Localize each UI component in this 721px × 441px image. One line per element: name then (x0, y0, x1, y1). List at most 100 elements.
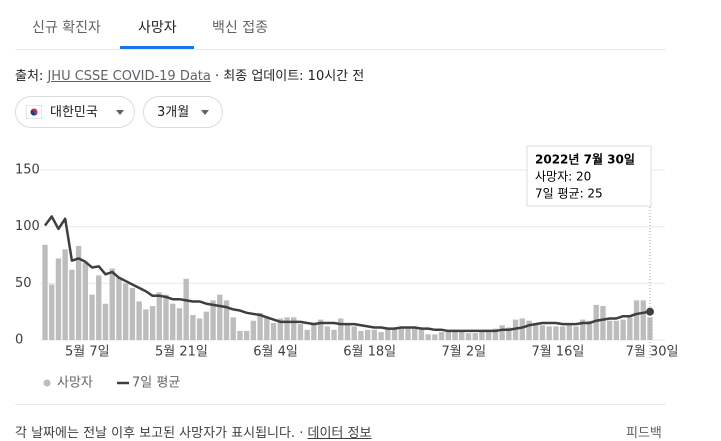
hover-dot (646, 307, 654, 316)
bar (190, 315, 196, 340)
bar (82, 262, 89, 340)
bar (573, 326, 579, 340)
bar (291, 317, 297, 340)
bar (136, 301, 142, 340)
data-info-link[interactable]: 데이터 정보 (307, 426, 372, 441)
legend-label: 사망자 (57, 376, 93, 391)
region-dropdown[interactable]: 대한민국 (15, 96, 135, 128)
bar (237, 330, 243, 340)
bar (546, 326, 552, 340)
bar (243, 330, 250, 340)
bar (55, 258, 62, 340)
bar (264, 317, 270, 340)
bar (304, 329, 310, 340)
bar (270, 323, 277, 340)
bar (284, 317, 290, 340)
bar (324, 326, 331, 340)
bar (42, 244, 48, 340)
bar (143, 309, 149, 340)
bar (351, 326, 357, 340)
bar (391, 328, 398, 340)
source-updated: · 최종 업데이트: 10시간 전 (215, 69, 365, 84)
x-tick-label: 7월 2일 (441, 345, 486, 360)
bar (499, 325, 505, 340)
bar (600, 306, 606, 340)
bar (122, 283, 129, 340)
tab-indicator (120, 46, 194, 49)
tooltip-box (526, 145, 652, 207)
bar (459, 330, 465, 340)
flag-icon (26, 105, 42, 119)
y-tick-label: 50 (15, 276, 32, 291)
bar (378, 332, 384, 340)
tab[interactable]: 백신 접종 (212, 20, 268, 36)
bar (163, 294, 169, 340)
bar (620, 319, 626, 340)
bar (647, 317, 653, 340)
y-tick-label: 100 (15, 219, 40, 234)
x-tick-label: 7월 16일 (531, 345, 584, 360)
bar (149, 306, 156, 340)
source-link[interactable]: JHU CSSE COVID-19 Data (47, 69, 211, 84)
bar (479, 332, 485, 340)
bar (465, 333, 472, 340)
bar (364, 329, 371, 340)
bar (317, 319, 324, 340)
tooltip-line: 사망자: 20 (535, 170, 591, 184)
bar (606, 320, 613, 340)
bar (116, 277, 122, 340)
tooltip-title: 2022년 7월 30일 (535, 152, 635, 167)
bar (452, 329, 458, 340)
bar (223, 300, 230, 340)
bar (506, 327, 512, 340)
bar (297, 324, 304, 340)
bar (371, 329, 378, 340)
bar (586, 320, 593, 340)
range-label: 3개월 (157, 105, 190, 120)
bar (257, 312, 263, 340)
bar (331, 329, 337, 340)
bar (210, 300, 216, 340)
bar (385, 328, 391, 340)
bar (640, 300, 646, 340)
bar (358, 330, 364, 340)
bar (102, 303, 109, 340)
y-tick-label: 0 (15, 333, 23, 348)
bar (170, 303, 176, 340)
bar (412, 327, 418, 340)
bar (344, 325, 351, 340)
bar (445, 330, 452, 340)
range-dropdown[interactable]: 3개월 (143, 96, 223, 128)
bar (580, 319, 586, 340)
bar (398, 327, 404, 340)
tooltip-line: 7일 평균: 25 (535, 187, 603, 201)
bar (109, 268, 115, 340)
bar (519, 318, 525, 340)
dropdown-arrow (116, 110, 124, 115)
tab-active[interactable]: 사망자 (138, 20, 177, 36)
divider (15, 404, 666, 405)
bar (492, 328, 499, 340)
bar (75, 245, 82, 340)
feedback-link[interactable]: 피드백 (626, 426, 662, 441)
bar (129, 287, 136, 340)
bar (418, 329, 425, 340)
bar (539, 325, 546, 340)
bar (62, 249, 68, 340)
tab[interactable]: 신규 확진자 (32, 20, 101, 36)
region-label: 대한민국 (50, 105, 98, 120)
divider (15, 49, 666, 50)
bar (425, 334, 431, 340)
bar (176, 308, 183, 340)
y-tick-label: 150 (15, 163, 40, 178)
bar (338, 318, 344, 340)
bar (533, 323, 539, 340)
bar (230, 317, 236, 340)
bar (566, 325, 573, 340)
bar (613, 320, 620, 340)
bar (526, 320, 532, 340)
bar (559, 326, 566, 340)
bar (69, 269, 75, 340)
x-tick-label: 6월 4일 (253, 345, 298, 360)
